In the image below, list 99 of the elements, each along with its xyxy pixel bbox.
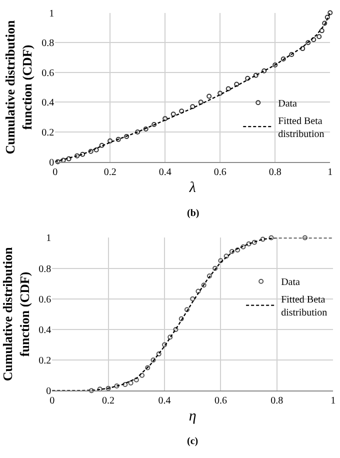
point [229, 249, 234, 254]
point [289, 52, 294, 58]
y-tick-label: 0.6 [38, 294, 52, 306]
point [246, 241, 252, 246]
point [140, 372, 145, 378]
point [190, 104, 196, 110]
x-tick-label: 0.8 [268, 166, 282, 178]
x-tick-label: 0.2 [102, 396, 115, 407]
point [302, 235, 308, 240]
legend-label: Fitted Beta distribution [278, 116, 324, 140]
point [97, 386, 102, 392]
y-tick-label: 0.2 [38, 356, 52, 367]
legend-label: Data [281, 277, 301, 288]
point [260, 236, 266, 242]
point [108, 138, 113, 144]
y-tick-label: 0.4 [42, 98, 54, 109]
point [196, 288, 201, 294]
y-tick-label: 1 [49, 8, 54, 20]
point [156, 351, 162, 356]
y-tick-label: 0 [46, 386, 52, 398]
x-axis-title: λ [188, 180, 196, 196]
x-tick-label: 1 [330, 396, 336, 407]
point [99, 142, 104, 148]
point [268, 235, 274, 240]
point [184, 307, 190, 312]
y-tick-label: 0.8 [38, 264, 52, 275]
point [162, 116, 168, 122]
point [212, 266, 218, 271]
point [324, 14, 330, 20]
point [245, 76, 250, 81]
point [55, 159, 60, 164]
x-tick-label: 0.6 [214, 166, 226, 178]
point [122, 382, 128, 388]
point [179, 108, 184, 114]
point [88, 148, 94, 154]
point [201, 282, 206, 288]
y-tick-label: 0 [49, 157, 54, 168]
point [328, 10, 333, 16]
point [206, 273, 212, 278]
point [114, 384, 120, 389]
point [311, 37, 316, 42]
x-tick-label: 1 [328, 166, 333, 178]
point [162, 342, 167, 348]
point [116, 136, 121, 142]
point [262, 68, 267, 74]
point [66, 156, 72, 162]
y-tick-label: 0.6 [42, 68, 54, 79]
point [322, 20, 328, 26]
point [168, 334, 173, 340]
x-tick-label: 0.4 [158, 396, 171, 407]
point [80, 152, 86, 157]
point [88, 388, 94, 394]
point [253, 72, 258, 78]
point [128, 380, 134, 386]
point [224, 254, 229, 259]
point [150, 358, 156, 363]
point [226, 86, 231, 92]
point [134, 377, 139, 382]
point [300, 46, 306, 52]
point [235, 247, 240, 252]
point [234, 82, 240, 87]
y-axis-title: Cumulative distribution function (CDF) [2, 20, 35, 154]
y-tick-label: 1 [46, 233, 52, 244]
point [316, 34, 322, 40]
legend-label: Data [278, 98, 298, 110]
point [178, 316, 184, 322]
point [319, 28, 324, 34]
point [94, 147, 99, 152]
point [218, 258, 224, 264]
legend-label: Fitted Beta distribution [281, 294, 328, 319]
point [143, 126, 148, 132]
x-tick-label: 0.8 [270, 396, 284, 407]
point [198, 100, 204, 105]
y-tick-label: 0.2 [42, 127, 54, 138]
point [218, 90, 223, 96]
x-axis-title: η [188, 408, 196, 425]
point [135, 129, 140, 134]
text: (c) [187, 436, 198, 447]
point [106, 386, 111, 391]
x-tick-label: 0.4 [158, 166, 172, 178]
point [124, 134, 130, 139]
y-tick-label: 0.8 [42, 38, 54, 50]
point [145, 365, 150, 370]
point [74, 153, 80, 158]
point [240, 244, 246, 250]
point [306, 40, 311, 46]
point [173, 326, 178, 332]
x-tick-label: 0.2 [104, 166, 116, 178]
point [206, 94, 212, 99]
x-tick-label: 0.6 [214, 396, 227, 407]
point [252, 240, 257, 245]
point [190, 296, 196, 302]
point [170, 112, 176, 117]
point [152, 122, 157, 128]
point [272, 62, 278, 68]
point [280, 56, 286, 62]
y-tick-label: 0.4 [38, 324, 52, 336]
y-axis-title: Cumulative distribution function (CDF) [0, 246, 32, 382]
text: (b) [187, 208, 200, 219]
